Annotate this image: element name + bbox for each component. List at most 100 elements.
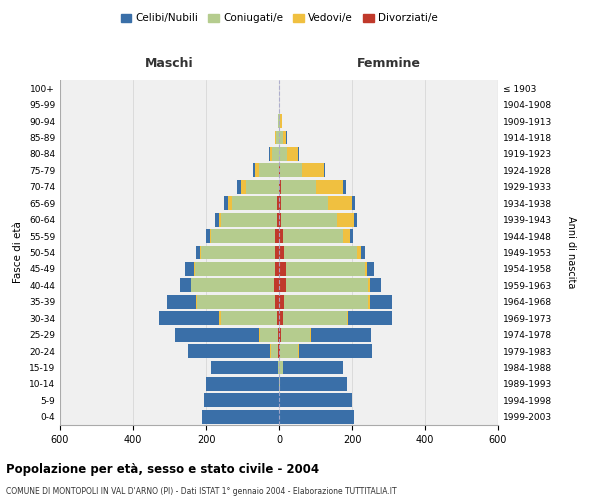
- Bar: [280, 344, 298, 358]
- Bar: [361, 246, 365, 260]
- Y-axis label: Fasce di età: Fasce di età: [13, 222, 23, 284]
- Bar: [365, 262, 367, 276]
- Bar: [279, 114, 280, 128]
- Bar: [259, 328, 260, 342]
- Bar: [367, 262, 374, 276]
- Bar: [283, 130, 286, 144]
- Bar: [200, 246, 275, 260]
- Bar: [298, 147, 299, 161]
- Bar: [219, 212, 221, 226]
- Bar: [343, 180, 346, 194]
- Bar: [278, 360, 279, 374]
- Bar: [278, 328, 279, 342]
- Text: COMUNE DI MONTOPOLI IN VAL D'ARNO (PI) - Dati ISTAT 1° gennaio 2004 - Elaborazio: COMUNE DI MONTOPOLI IN VAL D'ARNO (PI) -…: [6, 488, 397, 496]
- Bar: [281, 180, 316, 194]
- Bar: [276, 130, 279, 144]
- Bar: [211, 229, 275, 243]
- Bar: [194, 262, 195, 276]
- Bar: [286, 130, 287, 144]
- Bar: [260, 328, 278, 342]
- Bar: [279, 130, 283, 144]
- Bar: [197, 295, 275, 309]
- Text: Popolazione per età, sesso e stato civile - 2004: Popolazione per età, sesso e stato civil…: [6, 462, 319, 475]
- Bar: [286, 262, 365, 276]
- Bar: [278, 344, 279, 358]
- Bar: [204, 394, 279, 407]
- Bar: [274, 278, 279, 292]
- Bar: [224, 196, 228, 210]
- Bar: [279, 246, 284, 260]
- Bar: [287, 147, 298, 161]
- Bar: [279, 212, 281, 226]
- Bar: [167, 295, 196, 309]
- Bar: [283, 311, 347, 325]
- Bar: [278, 114, 279, 128]
- Bar: [311, 328, 371, 342]
- Bar: [328, 196, 352, 210]
- Bar: [206, 377, 279, 391]
- Bar: [280, 164, 302, 177]
- Bar: [275, 262, 279, 276]
- Bar: [343, 229, 350, 243]
- Bar: [206, 229, 209, 243]
- Bar: [370, 295, 392, 309]
- Bar: [279, 344, 280, 358]
- Bar: [191, 278, 274, 292]
- Bar: [219, 311, 221, 325]
- Bar: [284, 246, 358, 260]
- Bar: [275, 295, 279, 309]
- Bar: [270, 344, 271, 358]
- Bar: [279, 295, 284, 309]
- Bar: [280, 114, 281, 128]
- Bar: [175, 328, 259, 342]
- Bar: [246, 180, 279, 194]
- Bar: [185, 262, 194, 276]
- Bar: [196, 246, 200, 260]
- Bar: [354, 212, 357, 226]
- Bar: [180, 278, 191, 292]
- Bar: [279, 196, 281, 210]
- Bar: [277, 196, 279, 210]
- Bar: [195, 262, 275, 276]
- Bar: [277, 212, 279, 226]
- Bar: [270, 147, 272, 161]
- Bar: [241, 180, 246, 194]
- Bar: [237, 180, 241, 194]
- Bar: [255, 164, 259, 177]
- Bar: [368, 295, 370, 309]
- Bar: [280, 377, 347, 391]
- Bar: [215, 212, 219, 226]
- Bar: [279, 360, 283, 374]
- Bar: [158, 311, 219, 325]
- Bar: [281, 328, 310, 342]
- Bar: [352, 196, 355, 210]
- Bar: [253, 164, 255, 177]
- Bar: [281, 212, 337, 226]
- Bar: [196, 295, 197, 309]
- Bar: [279, 147, 287, 161]
- Bar: [275, 130, 276, 144]
- Bar: [279, 328, 281, 342]
- Bar: [299, 344, 372, 358]
- Text: Maschi: Maschi: [145, 57, 194, 70]
- Bar: [279, 229, 283, 243]
- Bar: [275, 246, 279, 260]
- Bar: [281, 196, 328, 210]
- Bar: [316, 180, 343, 194]
- Bar: [283, 360, 343, 374]
- Bar: [286, 278, 368, 292]
- Bar: [269, 147, 270, 161]
- Bar: [284, 295, 368, 309]
- Bar: [279, 262, 286, 276]
- Bar: [211, 360, 278, 374]
- Bar: [277, 311, 279, 325]
- Bar: [350, 229, 353, 243]
- Bar: [337, 212, 354, 226]
- Bar: [228, 196, 232, 210]
- Bar: [279, 180, 281, 194]
- Bar: [349, 311, 392, 325]
- Bar: [221, 311, 277, 325]
- Y-axis label: Anni di nascita: Anni di nascita: [566, 216, 576, 288]
- Bar: [358, 246, 361, 260]
- Bar: [272, 147, 279, 161]
